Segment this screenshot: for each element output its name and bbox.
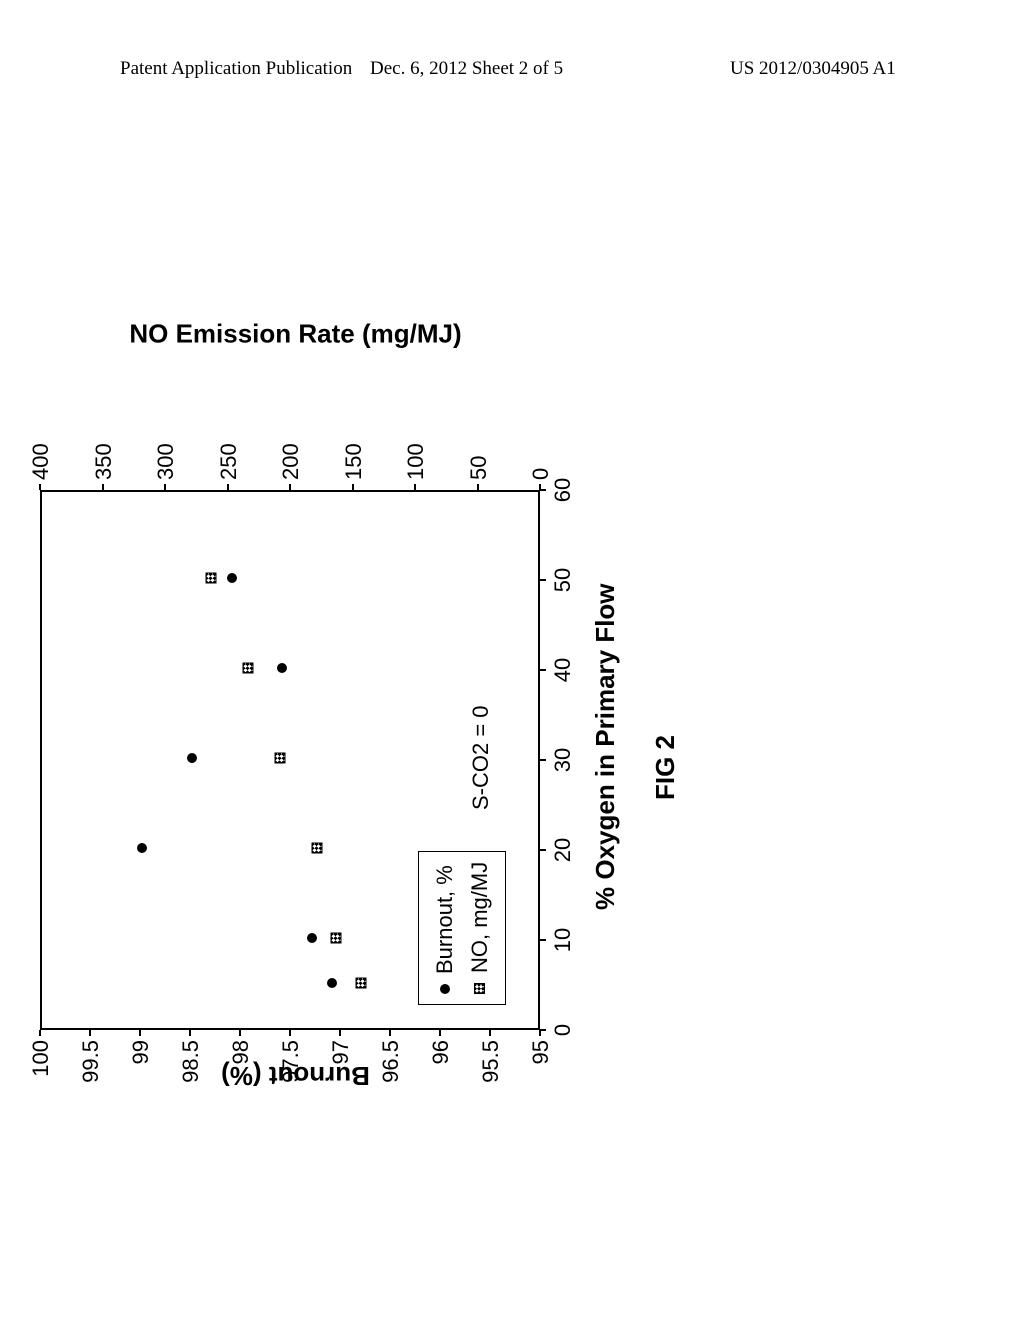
data-point-no <box>312 843 323 854</box>
y-right-tick <box>289 484 291 490</box>
y-right-tick-label: 50 <box>466 456 492 480</box>
y-right-tick <box>414 484 416 490</box>
y-right-tick-label: 300 <box>153 443 179 480</box>
y-right-tick <box>352 484 354 490</box>
y-left-tick-label: 97.5 <box>278 1040 304 1100</box>
data-point-no <box>205 573 216 584</box>
data-point-burnout <box>307 933 317 943</box>
x-tick <box>540 579 546 581</box>
y-left-tick <box>89 1030 91 1036</box>
figure-rotated: Burnout (%) NO Emission Rate (mg/MJ) % O… <box>0 400 740 1120</box>
y-right-tick-label: 350 <box>91 443 117 480</box>
y-left-tick <box>189 1030 191 1036</box>
square-marker-icon <box>474 983 485 994</box>
y-left-tick-label: 95.5 <box>478 1040 504 1100</box>
x-tick-label: 30 <box>550 745 576 775</box>
y-left-tick <box>339 1030 341 1036</box>
x-tick <box>540 939 546 941</box>
data-point-burnout <box>137 843 147 853</box>
x-tick <box>540 1029 546 1031</box>
data-point-burnout <box>227 573 237 583</box>
y-left-tick-label: 97 <box>328 1040 354 1100</box>
y-left-tick-label: 98.5 <box>178 1040 204 1100</box>
y-right-tick-label: 250 <box>216 443 242 480</box>
annotation-sco2: S-CO2 = 0 <box>468 705 494 810</box>
x-tick-label: 20 <box>550 835 576 865</box>
y-left-tick <box>289 1030 291 1036</box>
y-left-tick <box>489 1030 491 1036</box>
y-right-tick <box>227 484 229 490</box>
y-right-tick-label: 100 <box>403 443 429 480</box>
legend-item-burnout: Burnout, % <box>427 862 462 994</box>
data-point-burnout <box>277 663 287 673</box>
y-right-tick-label: 200 <box>278 443 304 480</box>
y-left-tick-label: 96 <box>428 1040 454 1100</box>
data-point-no <box>355 978 366 989</box>
y-right-tick <box>39 484 41 490</box>
y-left-tick-label: 100 <box>28 1040 54 1100</box>
data-point-no <box>243 663 254 674</box>
y-left-tick-label: 98 <box>228 1040 254 1100</box>
x-tick <box>540 849 546 851</box>
x-tick-label: 60 <box>550 475 576 505</box>
y-right-tick <box>102 484 104 490</box>
legend-label-burnout: Burnout, % <box>427 865 462 974</box>
y-right-tick <box>164 484 166 490</box>
y-left-tick <box>439 1030 441 1036</box>
y-right-tick-label: 150 <box>341 443 367 480</box>
y-left-tick <box>239 1030 241 1036</box>
y-left-tick <box>139 1030 141 1036</box>
legend-label-no: NO, mg/MJ <box>462 862 497 973</box>
figure-container: Burnout (%) NO Emission Rate (mg/MJ) % O… <box>80 260 980 1160</box>
figure-caption: FIG 2 <box>650 735 681 800</box>
x-tick-label: 10 <box>550 925 576 955</box>
data-point-no <box>274 753 285 764</box>
header-left: Patent Application Publication <box>120 58 352 80</box>
x-tick-label: 0 <box>550 1015 576 1045</box>
y-left-tick-label: 96.5 <box>378 1040 404 1100</box>
circle-marker-icon <box>440 984 450 994</box>
y-left-tick <box>39 1030 41 1036</box>
x-tick <box>540 759 546 761</box>
y-left-tick <box>389 1030 391 1036</box>
y-axis-right-label: NO Emission Rate (mg/MJ) <box>129 318 461 349</box>
x-axis-label: % Oxygen in Primary Flow <box>590 583 621 910</box>
data-point-no <box>330 933 341 944</box>
header-middle: Dec. 6, 2012 Sheet 2 of 5 <box>370 58 563 80</box>
legend: Burnout, % NO, mg/MJ <box>418 851 506 1005</box>
y-left-tick-label: 99 <box>128 1040 154 1100</box>
y-right-tick <box>477 484 479 490</box>
y-left-tick-label: 95 <box>528 1040 554 1100</box>
x-tick <box>540 489 546 491</box>
y-left-tick-label: 99.5 <box>78 1040 104 1100</box>
header-right: US 2012/0304905 A1 <box>730 58 896 80</box>
legend-item-no: NO, mg/MJ <box>462 862 497 994</box>
data-point-burnout <box>327 978 337 988</box>
x-tick <box>540 669 546 671</box>
data-point-burnout <box>187 753 197 763</box>
x-tick-label: 50 <box>550 565 576 595</box>
y-right-tick-label: 400 <box>28 443 54 480</box>
x-tick-label: 40 <box>550 655 576 685</box>
